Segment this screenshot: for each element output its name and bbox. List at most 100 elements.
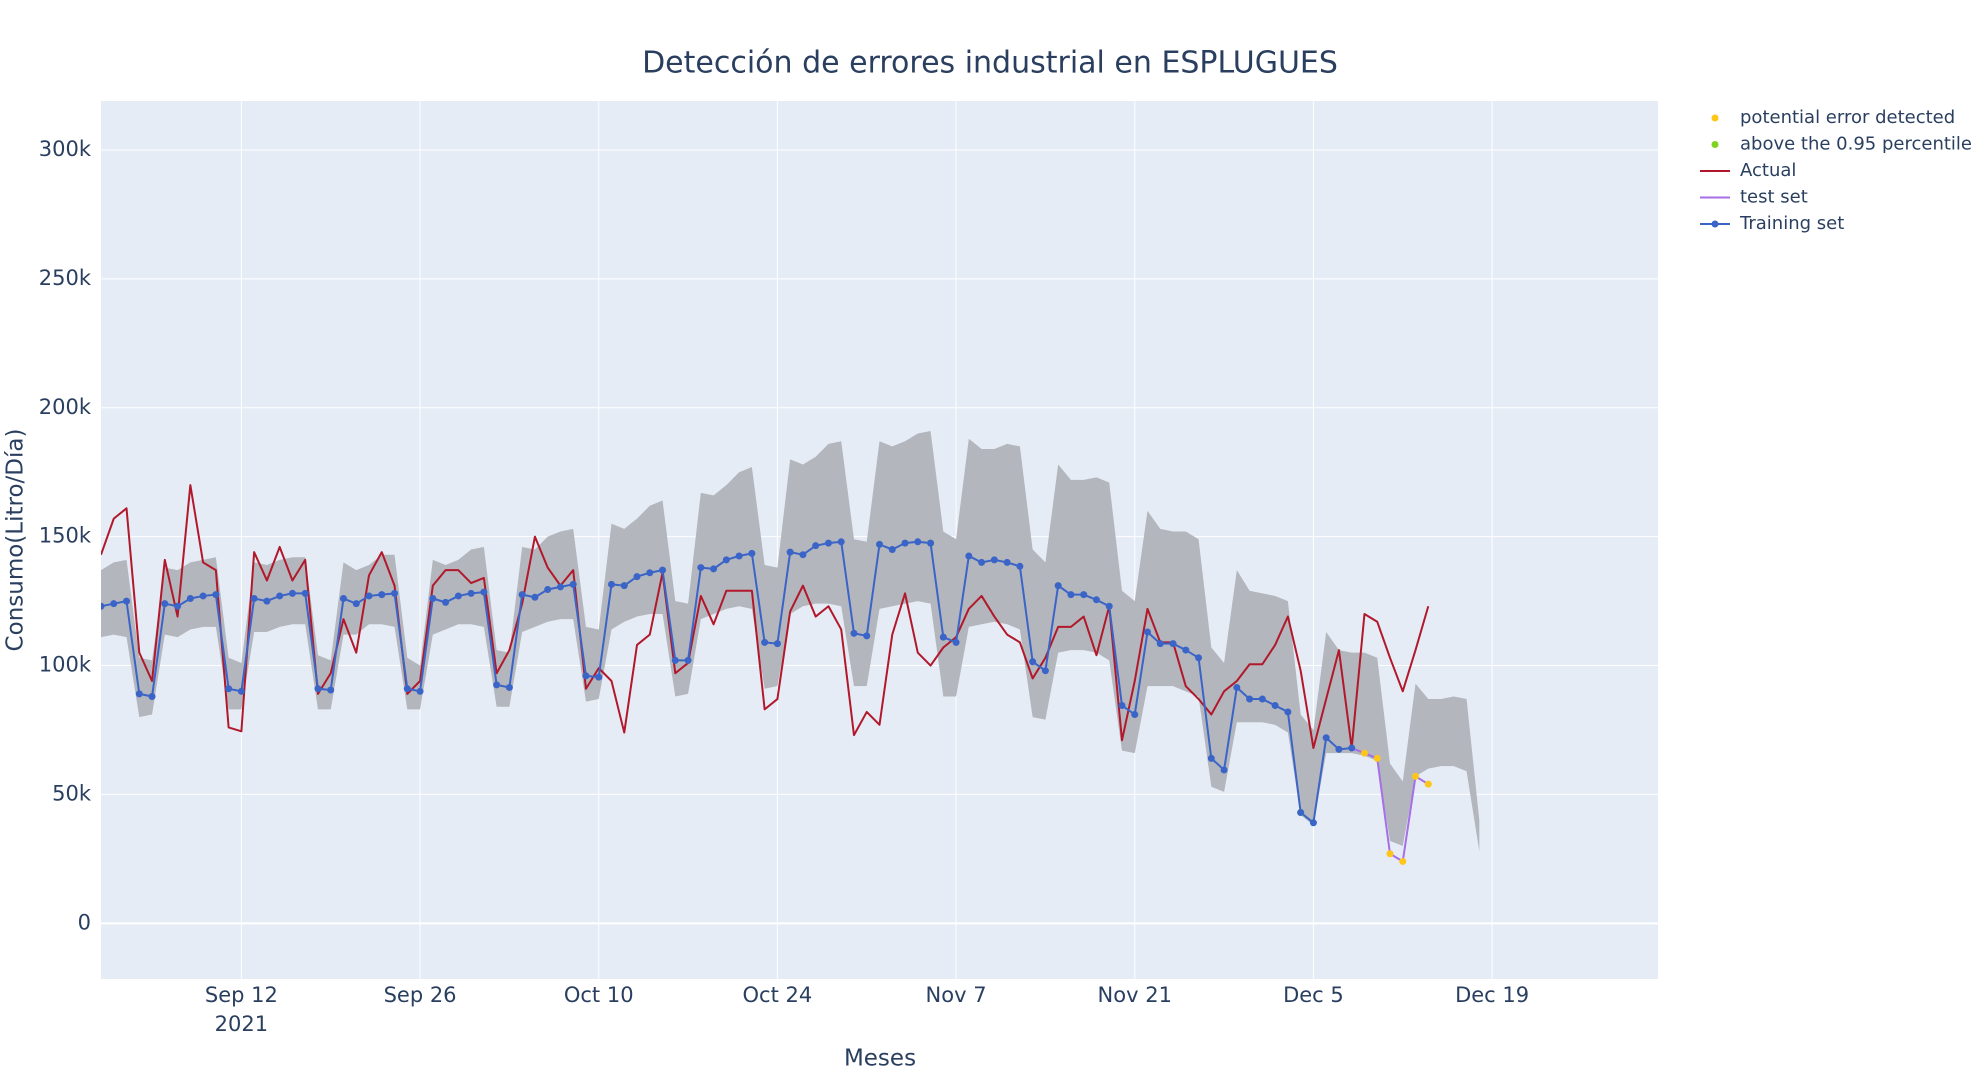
series-point [1195,654,1203,662]
series-point [1118,701,1126,709]
series-point [1386,850,1394,858]
legend-marker [1711,220,1719,228]
series-point [863,632,871,640]
series-point [888,546,896,554]
series-point [110,600,118,608]
legend-label: Actual [1740,160,1796,181]
series-point [850,629,858,637]
series-point [1309,819,1317,827]
series-point [480,588,488,596]
series-point [786,548,794,556]
series-point [927,539,935,547]
series-point [1246,695,1254,703]
series-point [876,540,883,548]
series-point [314,685,322,693]
confidence-band [101,430,1480,852]
x-tick-label: Sep 26 [384,983,457,1007]
series-point [837,538,845,546]
series-point [1220,766,1228,774]
legend-marker [1711,114,1719,122]
series-point [1092,596,1100,604]
legend-label: potential error detected [1740,107,1955,128]
series-point [1322,734,1330,742]
series-point [518,591,526,599]
series-point [1182,646,1190,654]
series-point [1144,628,1152,636]
series-line [101,484,1430,750]
legend-label: test set [1740,187,1808,208]
series-point [812,542,820,550]
series-point [1360,749,1368,757]
series-point [237,687,245,695]
series-point [1207,754,1215,762]
series-point [416,687,424,695]
series-point [352,600,360,608]
series-point [1335,745,1343,753]
series-point [327,686,335,694]
series-point [901,539,909,547]
series-point [1373,754,1381,762]
series-point [710,565,718,573]
series-point [493,681,501,689]
series-point [339,595,347,603]
x-tick-label: Dec 5 [1283,983,1344,1007]
series-point [1348,744,1356,752]
legend-label: above the 0.95 percentile [1740,134,1972,155]
series-point [544,585,552,593]
series-point [1424,780,1432,788]
y-tick-label: 200k [39,395,92,419]
series-point [378,591,386,599]
series-point [633,573,641,581]
series-point [250,595,258,603]
plot-area [101,430,1480,865]
x-tick-label: Dec 19 [1455,983,1529,1007]
series-point [1105,602,1113,610]
legend: potential error detected above the 0.95 p… [1700,107,1972,234]
series-point [1131,711,1139,719]
y-axis-title: Consumo(Litro/Día) [3,429,29,652]
series-point [607,580,615,588]
series-point [429,595,437,603]
chart-title: Detección de errores industrial en ESPLU… [642,46,1338,81]
series-point [212,591,220,599]
series-point [671,656,679,664]
series-point [365,592,373,600]
series-point [1003,558,1011,566]
series-point [773,640,781,648]
series-point [990,556,998,564]
series-point [914,538,922,546]
series-point [722,556,730,564]
series-point [735,552,743,560]
series-point [467,589,475,597]
y-tick-label: 150k [39,524,92,548]
series-point [1412,772,1420,780]
series-point [761,638,769,646]
series-point [697,564,705,572]
series-point [582,672,590,680]
legend-marker [1711,141,1719,148]
x-axis-title: Meses [844,1046,916,1072]
x-tick-label: Oct 10 [564,983,634,1007]
series-point [403,685,411,693]
series-point [824,539,832,547]
y-tick-label: 250k [39,266,92,290]
series-point [965,552,973,560]
y-tick-label: 300k [39,137,92,161]
series-point [684,656,692,664]
x-tick-label: Sep 12 2021 [205,983,278,1036]
series-point [301,589,309,597]
x-tick-label: Oct 24 [743,983,813,1007]
x-tick-label: Nov 21 [1098,983,1172,1007]
series-point [952,638,960,646]
series-point [1029,658,1037,666]
y-tick-label: 50k [52,781,92,805]
series-point [276,592,284,600]
series-point [1284,708,1292,716]
x-tick-label: Nov 7 [926,983,987,1007]
series-point [1016,562,1024,570]
series-point [1271,701,1279,709]
series-point [123,597,131,605]
series-point [442,598,450,606]
series-point [1297,808,1305,816]
y-tick-label: 0 [78,910,91,934]
